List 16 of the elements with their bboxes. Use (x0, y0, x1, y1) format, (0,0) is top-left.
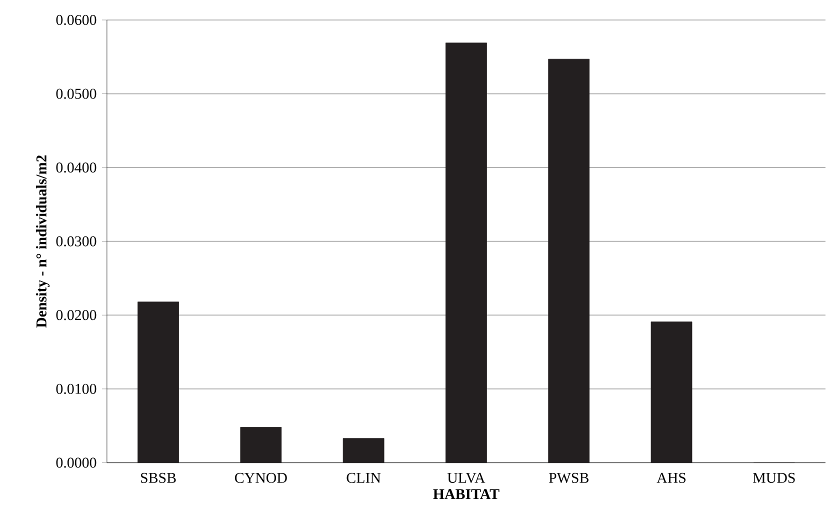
y-axis-title: Density - n° individuals/m2 (36, 156, 50, 328)
x-tick-label: AHS (656, 473, 686, 484)
x-tick-label: MUDS (753, 473, 795, 484)
y-tick-label: 0.0500 (56, 88, 96, 100)
x-tick-label: PWSB (548, 473, 588, 484)
y-tick-label: 0.0600 (56, 15, 96, 26)
x-tick-label: ULVA (447, 473, 486, 484)
y-tick-label: 0.0200 (56, 310, 96, 320)
x-tick-label: CLIN (346, 473, 381, 484)
y-tick-label: 0.0400 (56, 162, 96, 173)
y-tick-label: 0.0100 (56, 384, 96, 394)
x-axis-title: HABITAT (433, 489, 500, 500)
y-tick-label: 0.0000 (56, 458, 96, 468)
x-tick-label: CYNOD (234, 473, 287, 484)
y-tick-label: 0.0300 (56, 236, 96, 247)
x-tick-label: SBSB (141, 473, 176, 484)
